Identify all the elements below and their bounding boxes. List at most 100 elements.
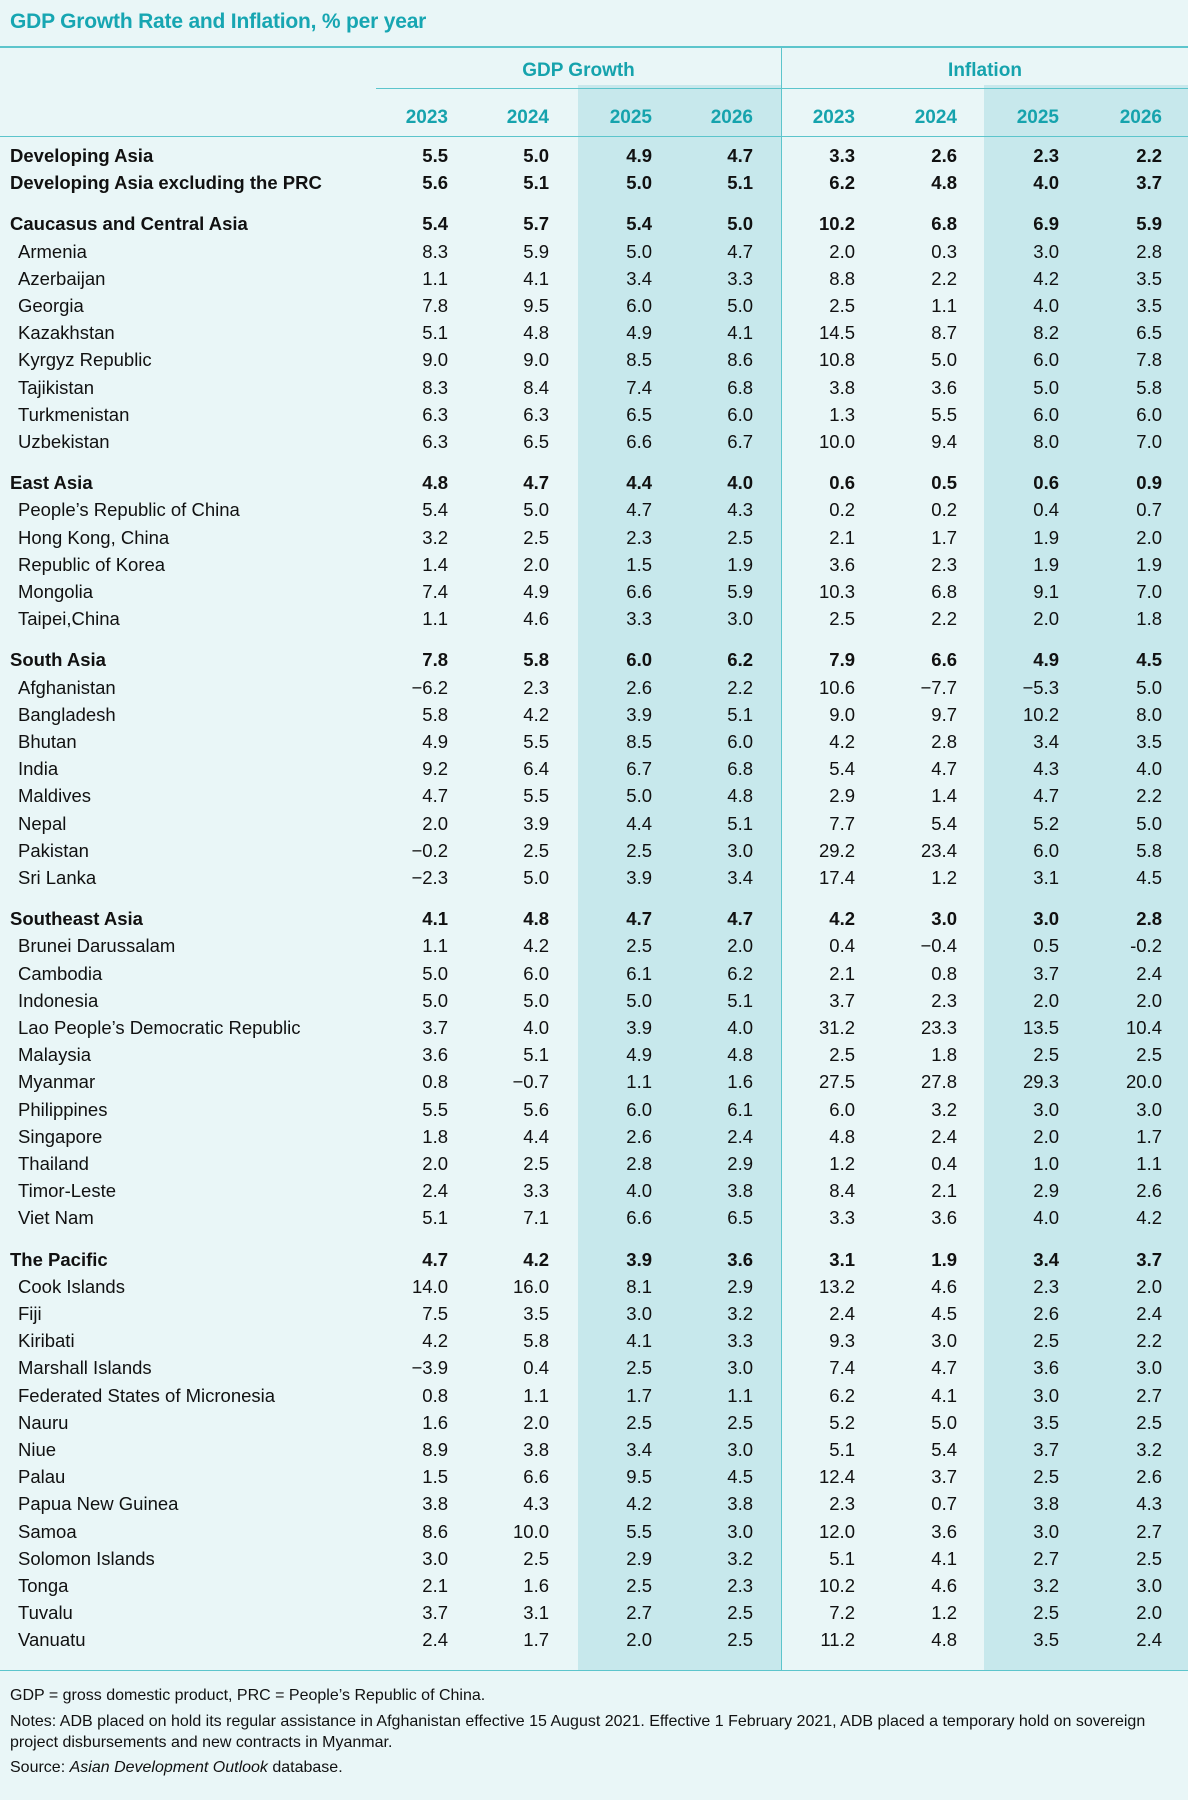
country-row: Viet Nam 5.1 7.1 6.6 6.5 3.3 3.6 4.0 4.2 [0,1204,1188,1231]
row-label: Caucasus and Central Asia [10,213,248,235]
inflation-2025-cell: 4.0 [1033,295,1059,316]
gdp-2026-cell: 4.7 [727,145,753,166]
gdp-2024-cell: 6.5 [523,431,549,452]
inflation-2025-cell: 8.2 [1033,322,1059,344]
row-label: Turkmenistan [18,403,130,425]
gdp-2024-cell: 9.5 [523,295,549,316]
inflation-2024-cell: 4.1 [931,1547,957,1569]
gdp-2023-cell: 4.2 [422,1330,448,1352]
gdp-2025-cell: 4.9 [626,145,652,166]
inflation-2025-cell: 6.9 [1033,213,1059,235]
gdp-2023-cell: 1.8 [422,1125,448,1147]
gdp-2025-cell: 6.1 [626,962,652,984]
gdp-2024-cell: 5.6 [523,1098,549,1120]
country-row: Nauru 1.6 2.0 2.5 2.5 5.2 5.0 3.5 2.5 [0,1409,1188,1436]
country-row: Philippines 5.5 5.6 6.0 6.1 6.0 3.2 3.0 3.0 [0,1096,1188,1123]
gdp-2025-cell: 4.2 [626,1493,652,1515]
footnote-abbreviations: GDP = gross domestic product, PRC = Peop… [10,1687,486,1704]
gdp-2024-cell: 4.8 [523,322,549,344]
region-row: Southeast Asia 4.1 4.8 4.7 4.7 4.2 3.0 3.0 2.8 [0,905,1188,932]
row-label: Taipei,China [18,608,120,630]
gdp-2023-cell: −3.9 [411,1357,448,1379]
inflation-2023-cell: 0.4 [829,935,855,957]
gdp-2023-cell: 5.1 [422,1207,448,1229]
column-group-divider [781,48,782,1670]
gdp-2024-cell: 4.7 [523,472,549,494]
inflation-2023-cell: 14.5 [818,322,855,344]
gdp-2023-cell: 1.1 [422,267,448,289]
country-row: Republic of Korea 1.4 2.0 1.5 1.9 3.6 2.3 1.9 1.… [0,551,1188,578]
row-label: Sri Lanka [18,867,97,888]
row-label: Viet Nam [18,1207,94,1229]
inflation-2023-cell: 2.1 [829,526,855,548]
gdp-2025-cell: 6.6 [626,581,652,602]
region-row: Caucasus and Central Asia 5.4 5.7 5.4 5.0 10.… [0,210,1188,237]
inflation-2024-cell: 4.6 [931,1275,957,1297]
inflation-2026-cell: 4.3 [1136,1493,1162,1515]
inflation-2024-cell: 1.4 [931,785,957,807]
inflation-2024-cell: 5.4 [931,1439,957,1460]
gdp-2023-cell: 5.4 [422,499,448,521]
footnote-source: Source: Asian Development Outlook databa… [10,1757,1182,1778]
inflation-2023-cell: 10.8 [818,349,855,371]
country-row: Pakistan −0.2 2.5 2.5 3.0 29.2 23.4 6.0 5.8 [0,837,1188,864]
gdp-2024-cell: 5.0 [523,145,549,166]
inflation-2025-cell: 6.0 [1033,403,1059,425]
inflation-2026-cell: 3.7 [1136,172,1162,194]
inflation-2023-cell: 7.9 [829,649,855,671]
inflation-2023-cell: 3.1 [829,1248,855,1270]
inflation-2026-cell: 2.4 [1136,962,1162,984]
gdp-2025-cell: 4.9 [626,1044,652,1066]
country-row: Cook Islands 14.0 16.0 8.1 2.9 13.2 4.6 2.3 2.0 [0,1273,1188,1300]
gdp-2024-cell: 0.4 [523,1357,549,1379]
inflation-2024-cell: −7.7 [920,676,957,698]
inflation-2024-cell: 0.7 [931,1493,957,1515]
gdp-2023-cell: 3.7 [422,1017,448,1038]
gdp-2024-cell: 2.5 [523,1547,549,1569]
inflation-2024-cell: 4.1 [931,1384,957,1406]
inflation-2025-cell: 2.0 [1033,608,1059,630]
gdp-2023-cell: 7.5 [422,1303,448,1324]
row-label: Vanuatu [18,1629,86,1651]
country-row: Brunei Darussalam 1.1 4.2 2.5 2.0 0.4 −0.4 0.5 -… [0,932,1188,959]
gdp-2023-cell: 1.1 [422,608,448,630]
inflation-2024-cell: 4.6 [931,1575,957,1596]
inflation-2026-cell: 7.0 [1136,581,1162,602]
row-label: The Pacific [10,1248,108,1270]
inflation-2026-cell: 2.7 [1136,1384,1162,1406]
gdp-2025-cell: 5.5 [626,1520,652,1542]
inflation-2023-cell: 10.3 [818,581,855,602]
inflation-2026-cell: 0.7 [1136,499,1162,521]
gdp-2024-cell: 16.0 [512,1275,549,1297]
inflation-2026-cell: 4.5 [1136,867,1162,888]
row-label: Tuvalu [18,1602,73,1624]
row-label: Thailand [18,1153,89,1174]
gdp-2024-cell: 4.1 [523,267,549,289]
inflation-2026-cell: 5.0 [1136,812,1162,834]
gdp-2026-cell: 5.1 [727,812,753,834]
gdp-2025-cell: 5.0 [626,989,652,1011]
year-header-inflation-2025: 2025 [1016,107,1059,128]
inflation-2024-cell: 4.5 [931,1303,957,1324]
inflation-2024-cell: 4.7 [931,758,957,780]
row-label: Federated States of Micronesia [18,1384,276,1406]
inflation-2025-cell: 8.0 [1033,431,1059,452]
gdp-2025-cell: 8.1 [626,1275,652,1297]
gdp-2026-cell: 4.8 [727,1044,753,1066]
inflation-2025-cell: 3.7 [1033,962,1059,984]
gdp-2026-cell: 5.9 [727,581,753,602]
gdp-2023-cell: 14.0 [411,1275,448,1297]
gdp-2024-cell: 4.2 [523,1248,549,1270]
row-label: Samoa [18,1520,77,1542]
gdp-2024-cell: 6.0 [523,962,549,984]
gdp-2026-cell: 2.5 [727,1629,753,1651]
inflation-2025-cell: 9.1 [1033,581,1059,602]
inflation-2026-cell: 2.6 [1136,1466,1162,1488]
inflation-2026-cell: 4.0 [1136,758,1162,780]
row-label: Developing Asia excluding the PRC [10,172,322,194]
gdp-2024-cell: 7.1 [523,1207,549,1229]
country-row: Cambodia 5.0 6.0 6.1 6.2 2.1 0.8 3.7 2.4 [0,960,1188,987]
inflation-2023-cell: 2.1 [829,962,855,984]
gdp-2026-cell: 6.2 [727,962,753,984]
gdp-2026-cell: 4.0 [727,472,753,494]
